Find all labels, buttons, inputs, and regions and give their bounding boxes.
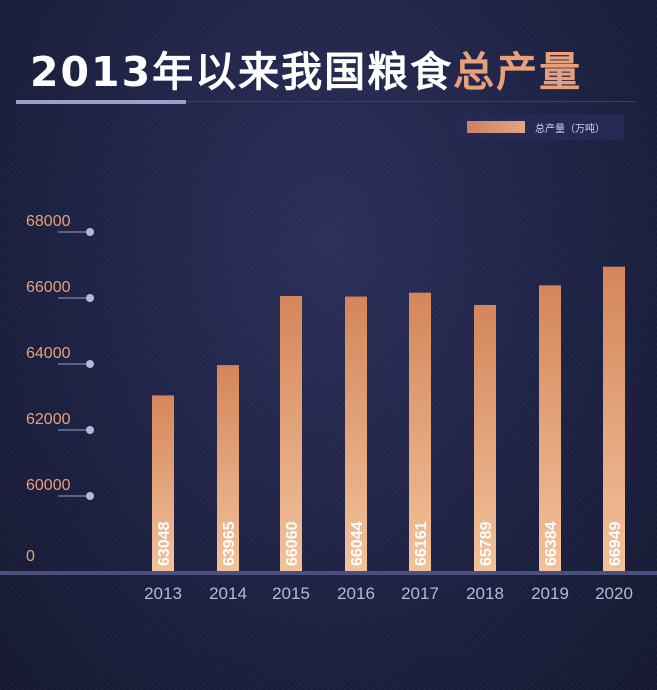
title-orange-part: 总产量: [453, 48, 583, 96]
bar-value-label: 66060: [284, 521, 301, 566]
x-tick-label: 2019: [531, 584, 569, 603]
y-tick-dot: [86, 228, 94, 236]
y-tick-label: 62000: [26, 411, 71, 428]
x-tick-label: 2016: [337, 584, 375, 603]
x-axis-baseline: [0, 571, 657, 575]
title-white-part: 2013年以来我国粮食: [30, 48, 454, 96]
x-tick-label: 2020: [595, 584, 633, 603]
bar-value-label: 66044: [349, 521, 366, 566]
title-underline: [186, 101, 636, 102]
chart-title: 2013年以来我国粮食总产量: [30, 38, 650, 98]
bar: [217, 365, 239, 571]
bar-value-label: 66949: [607, 521, 624, 566]
title-underline-accent: [16, 100, 186, 104]
legend-swatch: [467, 121, 525, 133]
y-tick-dot: [86, 492, 94, 500]
y-tick-label: 68000: [26, 213, 71, 230]
bar-value-label: 66161: [413, 521, 430, 566]
x-tick-label: 2018: [466, 584, 504, 603]
bar: [152, 395, 174, 571]
legend-label: 总产量（万吨）: [535, 123, 605, 135]
y-tick-label: 66000: [26, 279, 71, 296]
bar: [603, 266, 625, 571]
x-tick-label: 2013: [144, 584, 182, 603]
x-tick-label: 2014: [209, 584, 247, 603]
y-tick-dot: [86, 426, 94, 434]
bar-value-label: 65789: [478, 521, 495, 566]
y-tick-label: 60000: [26, 477, 71, 494]
y-tick-label: 64000: [26, 345, 71, 362]
y-tick-dot: [86, 360, 94, 368]
bar-value-label: 63965: [221, 521, 238, 566]
bar: [409, 292, 431, 571]
bar: [280, 296, 302, 571]
y-tick-label: 0: [26, 548, 35, 565]
bar: [539, 285, 561, 571]
x-tick-label: 2015: [272, 584, 310, 603]
x-tick-label: 2017: [401, 584, 439, 603]
bar-value-label: 63048: [156, 521, 173, 566]
bar: [474, 304, 496, 571]
y-tick-dot: [86, 294, 94, 302]
bar: [345, 296, 367, 571]
legend: 总产量（万吨）: [457, 114, 624, 140]
bar-value-label: 66384: [543, 521, 560, 566]
